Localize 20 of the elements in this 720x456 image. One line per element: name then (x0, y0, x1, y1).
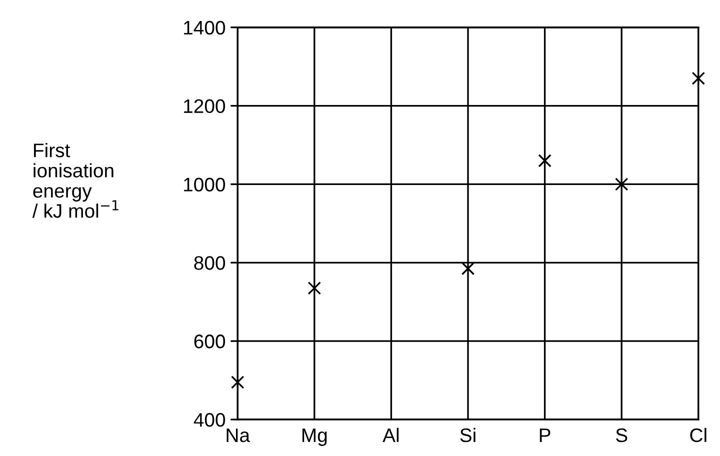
x-tick-label: Al (382, 428, 399, 442)
x-tick-label: Na (226, 428, 250, 442)
x-tick-label: S (616, 428, 628, 442)
y-tick-label: 1400 (184, 20, 226, 35)
point (692, 72, 706, 85)
y-tick-label: 600 (194, 334, 226, 348)
point (614, 178, 628, 191)
x-tick-label: Cl (690, 428, 706, 442)
y-axis-title: First ionisation energy / kJ mol$^{−1}$ (32, 142, 118, 218)
y-tick-label: 1200 (184, 99, 226, 114)
point (230, 376, 244, 389)
x-tick-label: Mg (302, 428, 327, 446)
y-tick-label: 400 (194, 412, 226, 427)
point (308, 282, 322, 295)
x-tick-label: P (540, 428, 550, 442)
y-tick-label: 800 (194, 256, 226, 270)
point (461, 262, 475, 276)
y-tick-label: 1000 (184, 178, 226, 192)
point (538, 154, 552, 168)
x-tick-label: Si (460, 428, 476, 442)
